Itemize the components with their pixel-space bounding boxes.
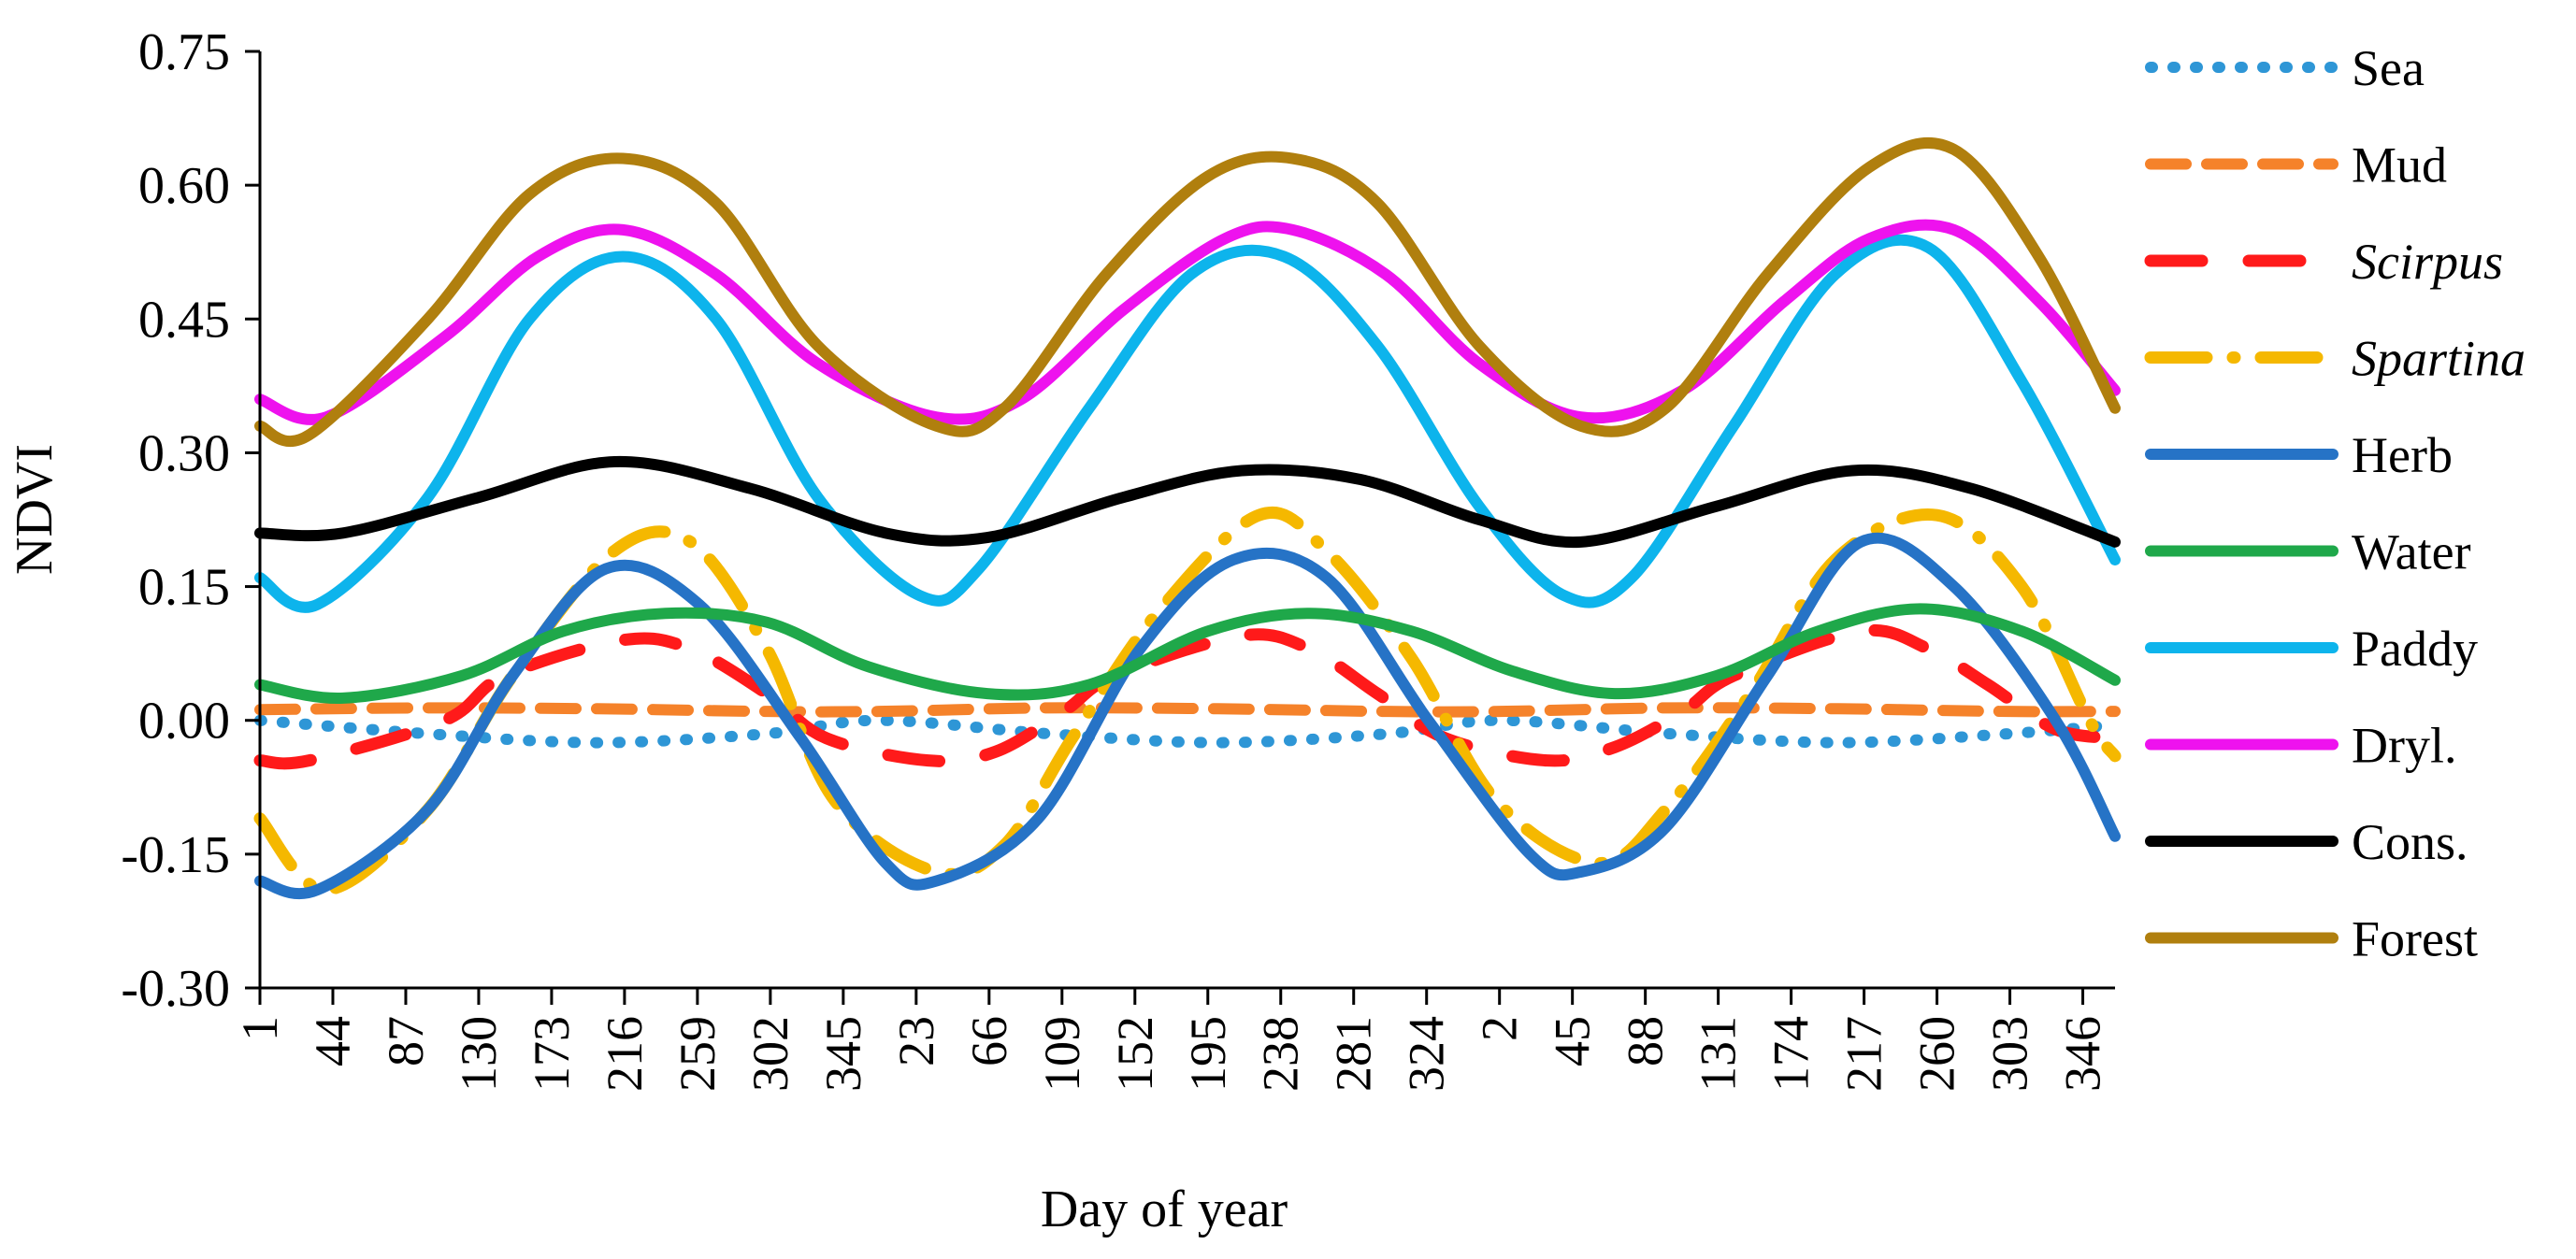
y-tick-label: 0.60 — [138, 157, 230, 215]
x-tick-label: 66 — [961, 1016, 1017, 1066]
series-line-forest — [254, 136, 2121, 448]
x-tick-label: 216 — [597, 1016, 653, 1092]
x-tick-label: 2 — [1472, 1016, 1528, 1041]
series-line-sea — [254, 714, 2121, 749]
legend-label: Sea — [2352, 40, 2425, 96]
y-tick-label: 0.45 — [138, 291, 230, 349]
x-tick-label: 302 — [742, 1016, 799, 1092]
series-line-scirpus — [253, 623, 2122, 770]
series-line-herb — [254, 532, 2121, 900]
y-axis-label: NDVI — [6, 444, 64, 575]
y-tick-label: -0.15 — [121, 826, 230, 884]
legend-label: Water — [2352, 524, 2471, 580]
axes — [258, 51, 2115, 990]
x-tick-label: 260 — [1909, 1016, 1965, 1092]
x-tick-label: 174 — [1763, 1016, 1820, 1092]
x-tick-label: 346 — [2055, 1016, 2111, 1092]
x-axis-label: Day of year — [1041, 1180, 1288, 1238]
plot-lines — [253, 136, 2122, 900]
x-tick-label: 23 — [888, 1016, 944, 1066]
legend-label: Forest — [2352, 911, 2478, 967]
legend: Sea Mud Scirpus Spartina Herb Water Paddy Dryl.… — [2144, 40, 2526, 967]
x-tick-label: 152 — [1107, 1016, 1163, 1092]
legend-label: Herb — [2352, 427, 2453, 483]
y-ticks: 0.75 0.60 0.45 0.30 0.15 0.00 -0.15 -0.30 — [121, 23, 260, 1018]
x-tick-label: 130 — [451, 1016, 507, 1092]
legend-label: Scirpus — [2352, 234, 2503, 290]
x-tick-label: 45 — [1545, 1016, 1601, 1066]
y-tick-label: 0.00 — [138, 693, 230, 751]
x-tick-label: 195 — [1180, 1016, 1236, 1092]
x-tick-label: 303 — [1982, 1016, 2038, 1092]
legend-label: Dryl. — [2352, 718, 2456, 774]
y-tick-label: 0.75 — [138, 23, 230, 81]
legend-label: Mud — [2352, 137, 2447, 193]
x-tick-label: 345 — [815, 1016, 871, 1092]
x-tick-label: 88 — [1618, 1016, 1674, 1066]
x-tick-label: 281 — [1326, 1016, 1382, 1092]
y-tick-label: 0.15 — [138, 559, 230, 617]
series-line-dryl — [254, 219, 2121, 425]
series-line-cons — [254, 455, 2121, 549]
x-tick-label: 238 — [1253, 1016, 1309, 1092]
series-line-water — [254, 603, 2121, 704]
x-tick-label: 259 — [669, 1016, 726, 1092]
x-tick-label: 44 — [305, 1016, 361, 1066]
x-ticks: 1 44 87 130 173 216 259 302 345 23 66 109 152 195 238 2… — [232, 988, 2111, 1092]
x-tick-label: 217 — [1836, 1016, 1892, 1092]
y-tick-label: 0.30 — [138, 424, 230, 482]
y-tick-label: -0.30 — [121, 960, 230, 1018]
x-tick-label: 173 — [524, 1016, 580, 1092]
series-line-paddy — [254, 234, 2121, 613]
x-tick-label: 1 — [232, 1016, 288, 1041]
series-line-mud — [254, 702, 2121, 718]
x-tick-label: 324 — [1399, 1016, 1455, 1092]
x-tick-label: 109 — [1034, 1016, 1090, 1092]
legend-label: Paddy — [2352, 621, 2478, 677]
legend-label: Spartina — [2352, 331, 2526, 387]
legend-label: Cons. — [2352, 814, 2468, 870]
x-tick-label: 87 — [378, 1016, 434, 1066]
x-tick-label: 131 — [1691, 1016, 1747, 1092]
